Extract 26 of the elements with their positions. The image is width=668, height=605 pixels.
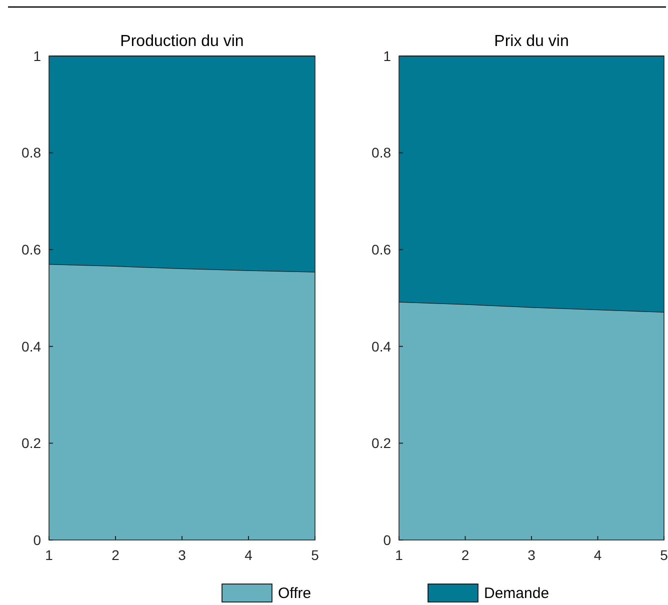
x-tick-label: 1 (45, 547, 54, 563)
y-tick-label: 0 (33, 532, 42, 548)
x-tick-label: 2 (461, 547, 470, 563)
x-tick-label: 2 (112, 547, 120, 563)
x-tick-label: 3 (178, 547, 186, 563)
y-tick-label: 0.8 (372, 144, 392, 161)
chart-title: Prix du vin (494, 33, 569, 50)
x-tick-label: 3 (528, 547, 536, 563)
x-tick-label: 1 (395, 547, 404, 563)
y-tick-label: 0.6 (22, 242, 42, 258)
x-tick-label: 5 (311, 547, 320, 563)
y-tick-label: 0.4 (22, 338, 42, 354)
y-tick-label: 0.2 (22, 435, 42, 452)
legend-label: Offre (278, 585, 312, 602)
x-tick-label: 4 (594, 547, 602, 563)
x-tick-label: 5 (660, 547, 668, 563)
y-tick-label: 0.2 (372, 435, 392, 452)
y-tick-label: 1 (383, 48, 392, 64)
chart-title: Production du vin (120, 33, 244, 50)
y-tick-label: 1 (33, 48, 42, 64)
x-tick-label: 4 (244, 547, 253, 563)
y-tick-label: 0.4 (372, 338, 392, 354)
y-tick-label: 0 (383, 532, 392, 548)
y-tick-label: 0.6 (372, 242, 392, 258)
y-tick-label: 0.8 (22, 144, 42, 161)
legend-label: Demande (484, 585, 550, 602)
